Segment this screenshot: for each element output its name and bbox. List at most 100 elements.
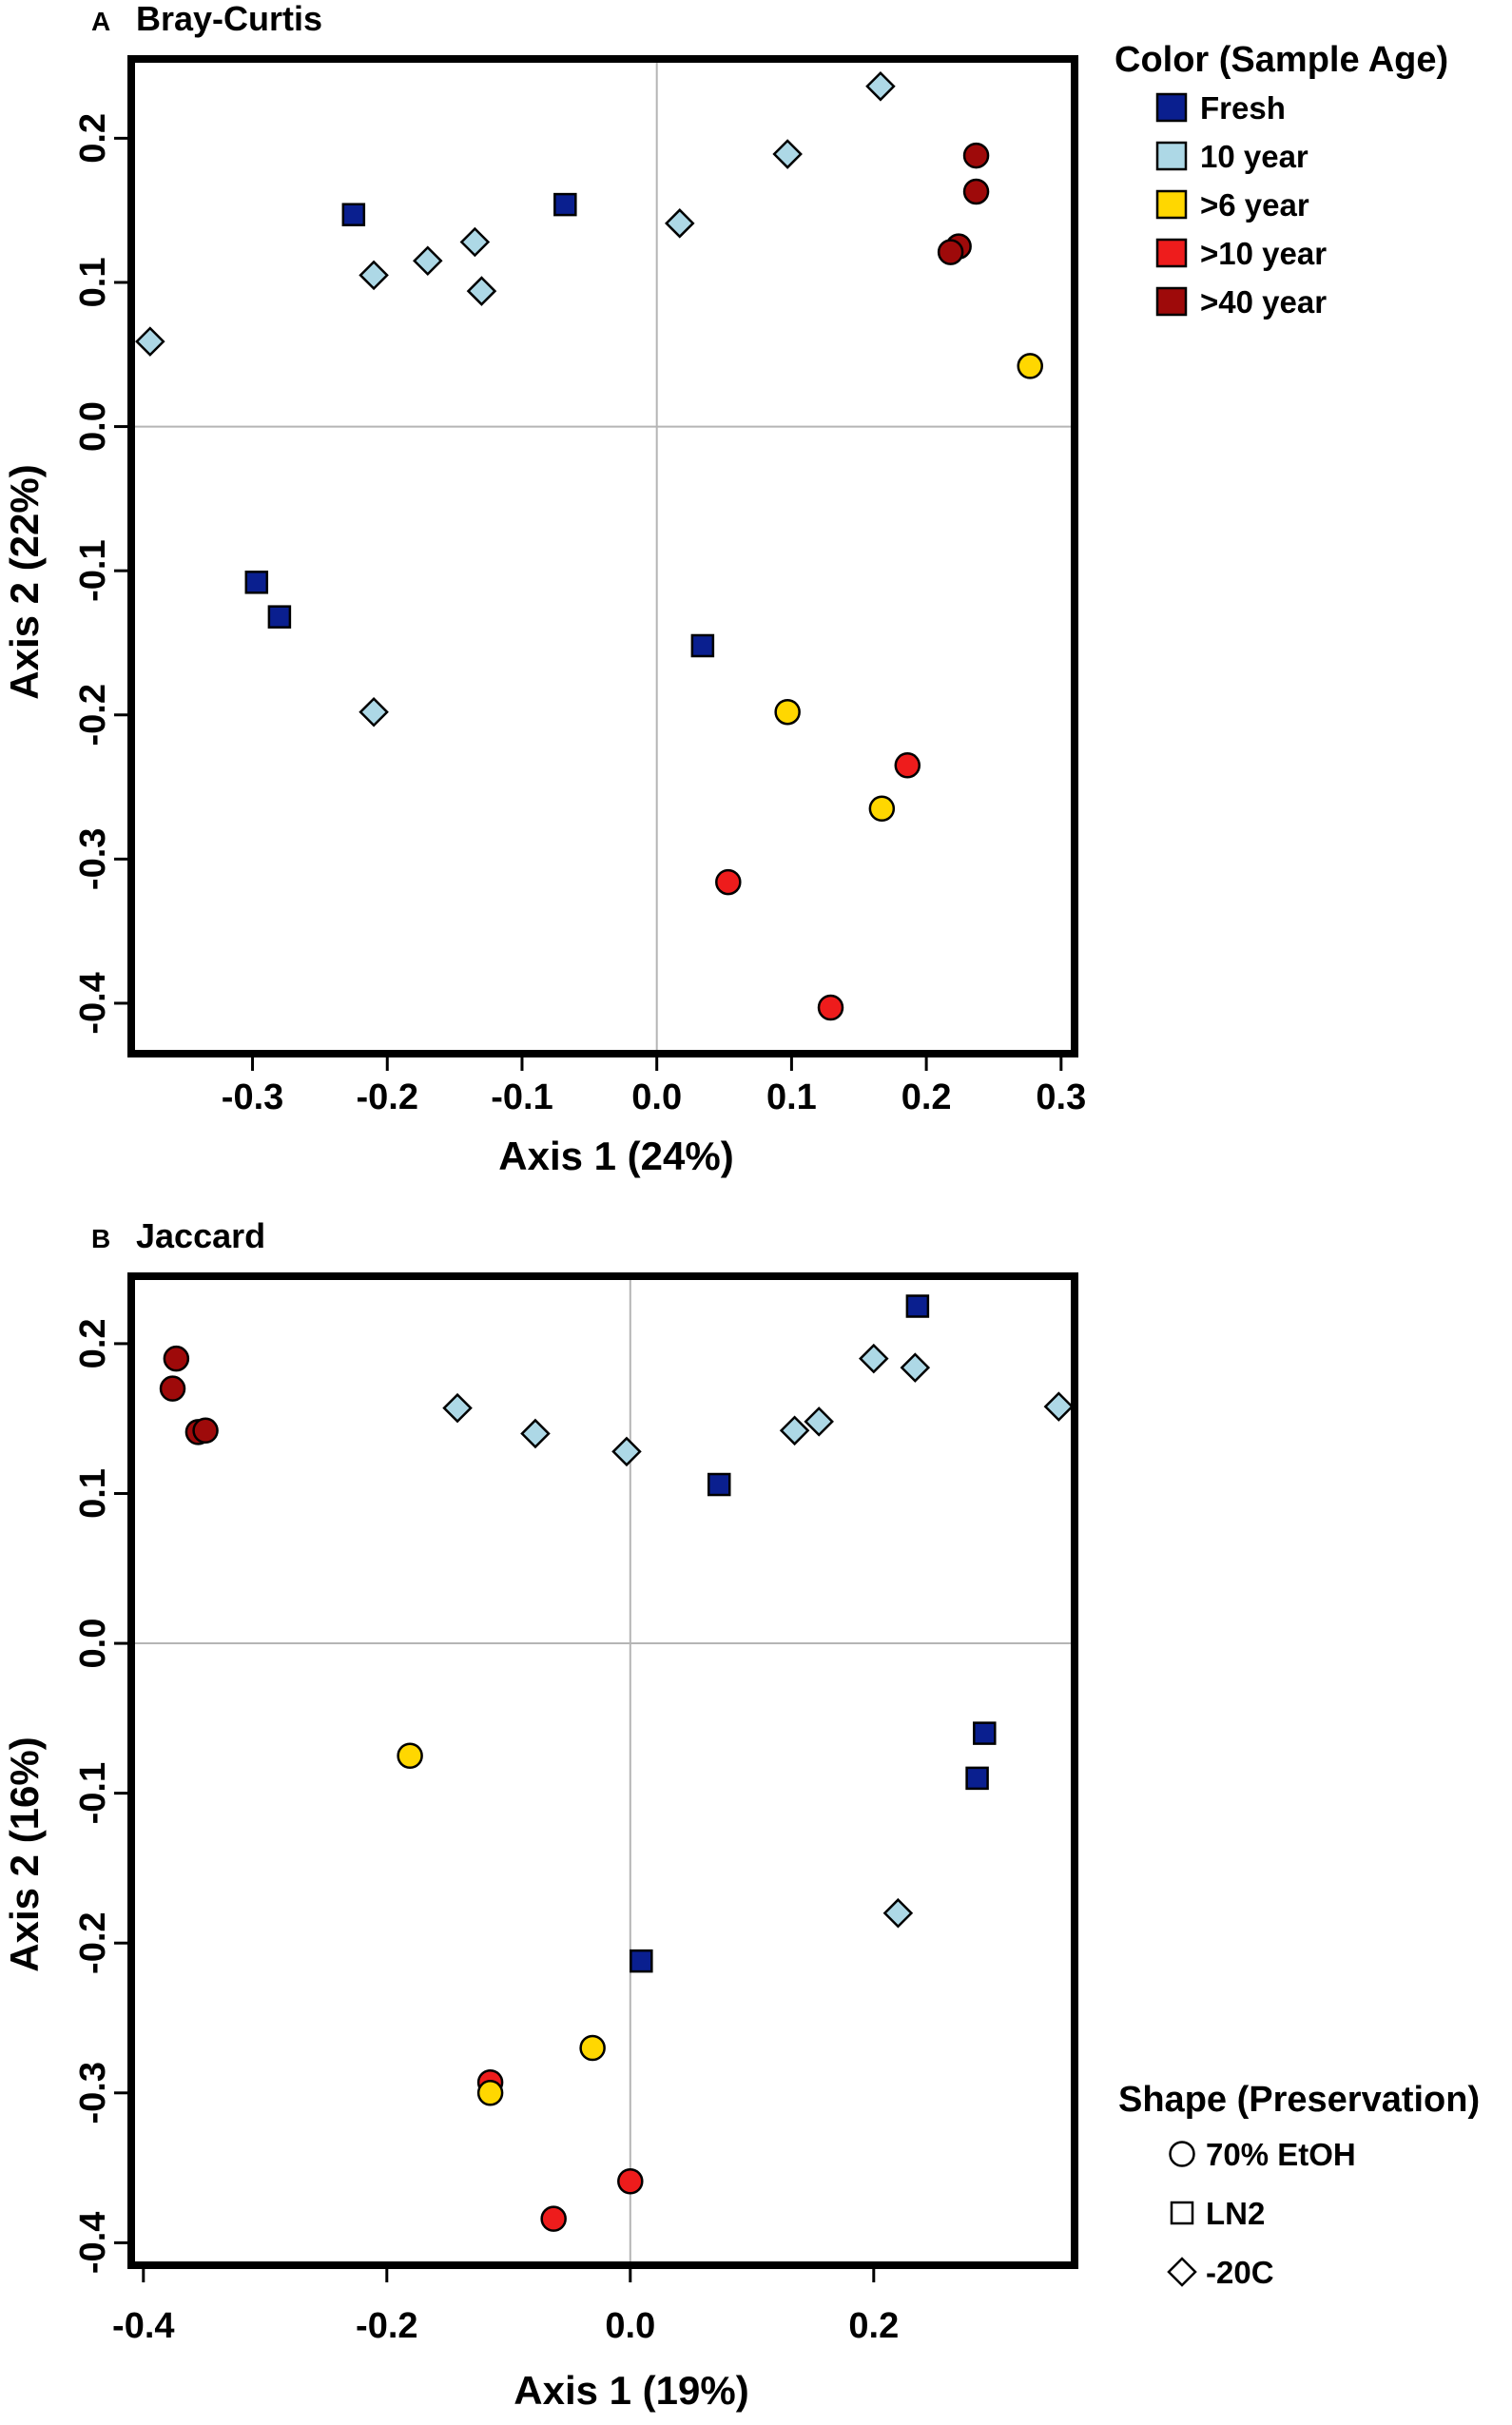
plot-a-ytick-label: -0.2 bbox=[73, 684, 113, 746]
legend-color-title: Color (Sample Age) bbox=[1115, 40, 1448, 80]
plot-a-point bbox=[665, 208, 695, 239]
plot-b-xtick-label: 0.0 bbox=[605, 2306, 655, 2346]
plot-b-point bbox=[900, 1352, 931, 1383]
plot-b-ytick-label: -0.4 bbox=[73, 2212, 113, 2274]
panel-a-title: Bray-Curtis bbox=[136, 0, 322, 38]
legend-color-swatch bbox=[1155, 92, 1188, 123]
legend-shape-marker bbox=[1167, 2257, 1197, 2287]
plot-a-point bbox=[962, 178, 990, 205]
legend-shape-marker bbox=[1170, 2201, 1194, 2225]
legend-color-swatch bbox=[1155, 141, 1188, 171]
plot-a-point bbox=[865, 71, 896, 102]
plot-a-xtick-label: -0.1 bbox=[491, 1077, 552, 1117]
plot-a-point bbox=[341, 203, 366, 226]
legend-shape-entries: 70% EtOH LN2 -20C bbox=[1167, 2137, 1356, 2290]
legend-color-label: >40 year bbox=[1200, 284, 1327, 320]
plot-b-point bbox=[476, 2080, 504, 2106]
plot-b-ytick-label: -0.2 bbox=[73, 1911, 113, 1973]
panel-b-title: Jaccard bbox=[136, 1216, 265, 1255]
plot-b-point bbox=[905, 1294, 930, 1318]
legend-color-label: >6 year bbox=[1200, 187, 1309, 223]
plot-b-point bbox=[611, 1436, 642, 1467]
plot-a-xtick-label: -0.2 bbox=[357, 1077, 418, 1117]
plot-a-ytick-label: -0.3 bbox=[73, 828, 113, 890]
plot-a-ytick-label: 0.1 bbox=[73, 258, 113, 308]
plot-b-ytick-label: 0.0 bbox=[73, 1619, 113, 1669]
plot-b-point bbox=[882, 1897, 914, 1929]
plot-a-xtick-label: 0.3 bbox=[1036, 1077, 1086, 1117]
plot-a-point bbox=[937, 239, 964, 265]
plot-a-point bbox=[690, 633, 715, 658]
legend-shape-title: Shape (Preservation) bbox=[1118, 2080, 1480, 2120]
plot-b-xtick-label: -0.4 bbox=[112, 2306, 174, 2346]
plot-b-point bbox=[192, 1417, 219, 1445]
plot-b-frame bbox=[127, 1272, 1078, 2269]
legend-color-swatch bbox=[1155, 238, 1188, 268]
plot-a-point bbox=[894, 752, 921, 779]
plot-a-ytick-label: 0.0 bbox=[73, 401, 113, 452]
plot-b-point bbox=[804, 1406, 834, 1437]
plot-a-point bbox=[413, 245, 443, 276]
plot-a-ytick-label: -0.1 bbox=[73, 539, 113, 601]
plot-b-point bbox=[579, 2034, 606, 2062]
plot-b-ytick-label: -0.1 bbox=[73, 1762, 113, 1824]
plot-a-point bbox=[774, 698, 801, 726]
legend-shape-label: -20C bbox=[1206, 2255, 1274, 2290]
panel-b-letter: B bbox=[91, 1224, 110, 1253]
plot-a-xtick-label: 0.0 bbox=[631, 1077, 682, 1117]
plot-a-point bbox=[868, 795, 896, 823]
plot-a-point bbox=[459, 226, 491, 258]
plot-a-point bbox=[466, 276, 497, 306]
legend-shape-label: LN2 bbox=[1206, 2196, 1265, 2231]
legend-shape-label: 70% EtOH bbox=[1206, 2137, 1356, 2172]
plot-a-point bbox=[1017, 353, 1043, 379]
panel-b-xlabel: Axis 1 (19%) bbox=[514, 2368, 748, 2413]
legend-color-swatch bbox=[1155, 189, 1188, 220]
plot-a-point bbox=[817, 994, 844, 1021]
plot-b-ytick-label: -0.3 bbox=[73, 2062, 113, 2124]
plot-a-point bbox=[135, 326, 165, 357]
plot-a-point bbox=[962, 142, 990, 169]
plot-a-xtick-label: 0.2 bbox=[901, 1077, 952, 1117]
plot-b-point bbox=[442, 1392, 473, 1424]
legend-color-label: 10 year bbox=[1200, 139, 1308, 174]
legend-color-swatch bbox=[1155, 286, 1188, 317]
plot-a-point bbox=[772, 139, 803, 169]
legend-shape: Shape (Preservation) 70% EtOH LN2 -20C bbox=[1118, 2080, 1480, 2290]
panel-b: B Jaccard -0.4 -0.2 0.0 0.2 -0.4 -0.3 -0.2 -0.1… bbox=[2, 1216, 1078, 2413]
plot-b-point bbox=[617, 2168, 644, 2195]
panel-b-ylabel: Axis 2 (16%) bbox=[2, 1736, 47, 1971]
plot-b-point bbox=[1043, 1391, 1075, 1422]
plot-a-xtick-label: -0.3 bbox=[222, 1077, 283, 1117]
plot-b-point bbox=[965, 1766, 989, 1791]
legend-color-label: >10 year bbox=[1200, 236, 1327, 271]
plot-b-point bbox=[397, 1742, 423, 1769]
plot-a-ytick-label: 0.2 bbox=[73, 113, 113, 164]
plot-b-point bbox=[779, 1415, 810, 1446]
plot-b-xtick-label: -0.2 bbox=[356, 2306, 417, 2346]
plot-a-point bbox=[359, 260, 389, 291]
plot-a-frame bbox=[127, 55, 1078, 1057]
panel-a-ylabel: Axis 2 (22%) bbox=[2, 464, 47, 699]
legend-shape-marker bbox=[1169, 2141, 1195, 2167]
plot-a-point bbox=[553, 192, 577, 217]
plot-b-point bbox=[973, 1721, 997, 1745]
panel-a-letter: A bbox=[91, 7, 110, 36]
plot-b-point bbox=[163, 1345, 190, 1372]
plot-b-point bbox=[520, 1418, 551, 1449]
plot-b-point bbox=[707, 1472, 731, 1497]
plot-a: -0.3 -0.2 -0.1 0.0 0.1 0.2 0.3 -0.4 -0.3 -0.2 -0.1… bbox=[73, 55, 1086, 1117]
plot-b-point bbox=[859, 1343, 889, 1374]
plot-b-xtick-label: 0.2 bbox=[848, 2306, 899, 2346]
plot-a-point bbox=[715, 868, 742, 896]
plot-b-point bbox=[630, 1949, 653, 1973]
legend-color-entries: Fresh 10 year >6 year >10 year >40 year bbox=[1155, 90, 1327, 320]
legend-color-label: Fresh bbox=[1200, 90, 1286, 126]
plot-b-ytick-label: 0.2 bbox=[73, 1318, 113, 1368]
panel-a: A Bray-Curtis -0.3 -0.2 -0.1 0.0 0.1 0.2 0.3 -0… bbox=[2, 0, 1086, 1178]
plot-a-point bbox=[267, 605, 292, 629]
panel-a-xlabel: Axis 1 (24%) bbox=[498, 1134, 733, 1178]
plot-a-point bbox=[359, 696, 389, 728]
legend-color: Color (Sample Age) Fresh 10 year >6 year >1… bbox=[1115, 40, 1448, 320]
